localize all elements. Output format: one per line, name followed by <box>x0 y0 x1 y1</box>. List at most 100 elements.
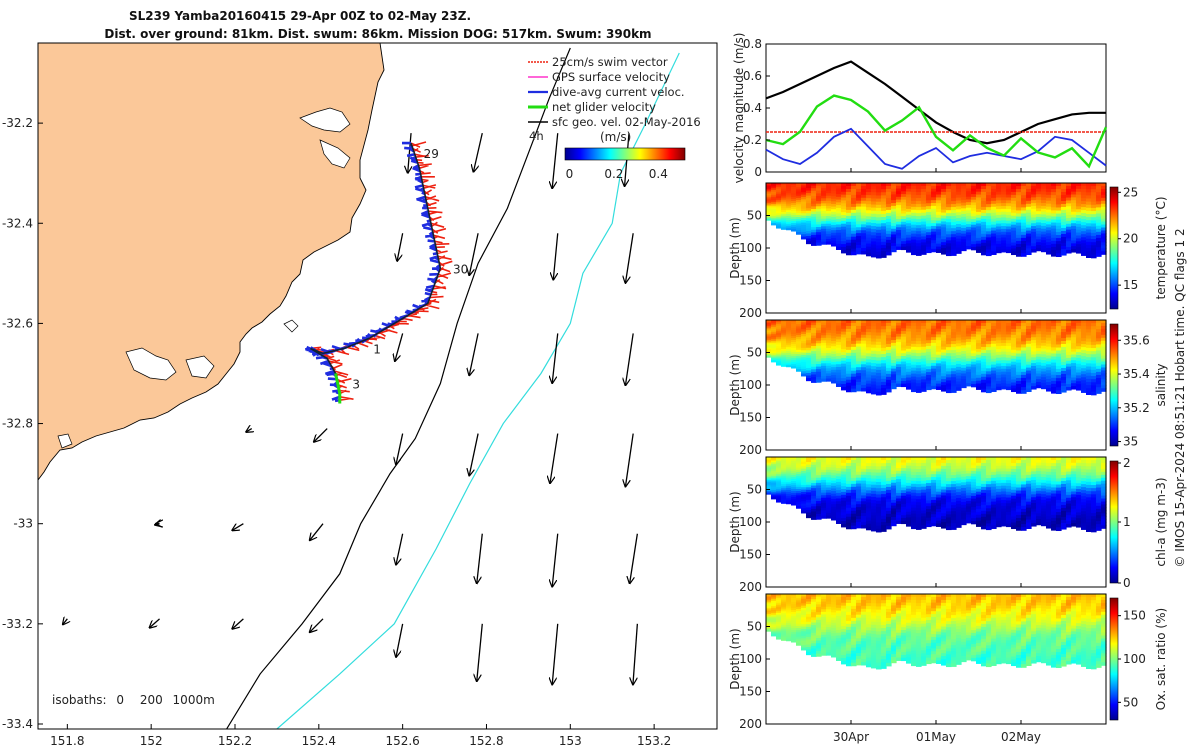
profile-cell <box>906 468 912 472</box>
profile-cell <box>981 334 987 339</box>
profile-cell <box>971 507 977 511</box>
profile-cell <box>861 519 867 523</box>
profile-cell <box>961 479 967 483</box>
profile-cell <box>1046 492 1052 497</box>
profile-cell <box>846 188 852 193</box>
profile-cell <box>1061 239 1067 244</box>
profile-cell <box>1046 212 1052 217</box>
profile-cell <box>881 478 887 483</box>
profile-cell <box>796 474 802 477</box>
profile-cell <box>786 208 792 211</box>
profile-cell <box>836 479 842 483</box>
profile-cell <box>876 513 882 517</box>
profile-cell <box>1021 231 1027 236</box>
profile-cell <box>816 462 822 466</box>
profile-cell <box>1081 481 1087 485</box>
profile-cell <box>781 362 787 365</box>
profile-cell <box>881 198 887 203</box>
profile-cell <box>1091 186 1097 190</box>
profile-cell <box>971 205 977 209</box>
profile-cell <box>1011 322 1017 327</box>
profile-cell <box>1066 471 1072 476</box>
profile-cell <box>766 198 772 201</box>
profile-cell <box>1011 239 1017 244</box>
profile-cell <box>1056 463 1062 467</box>
profile-cell <box>1046 498 1052 502</box>
profile-cell <box>956 358 962 362</box>
profile-cell <box>931 208 937 213</box>
profile-cell <box>896 459 902 464</box>
profile-cell <box>796 476 802 479</box>
profile-cell <box>1086 201 1092 206</box>
profile-cell <box>951 359 957 363</box>
profile-cell <box>836 199 842 203</box>
profile-cell <box>776 485 782 488</box>
profile-cell <box>1041 368 1047 373</box>
profile-cell <box>1051 210 1057 215</box>
profile-cell <box>921 230 927 235</box>
profile-cell <box>1076 369 1082 374</box>
velocity-ytick-label: 0.6 <box>743 69 762 83</box>
profile-cell <box>831 333 837 337</box>
profile-cell <box>1001 228 1007 233</box>
profile-cell <box>891 340 897 344</box>
profile-cell <box>766 323 772 326</box>
profile-cell <box>1031 228 1037 233</box>
profile-cell <box>781 198 787 201</box>
profile-cell <box>1071 482 1077 487</box>
profile-cell <box>981 510 987 515</box>
profile-cell <box>951 368 957 372</box>
profile-cell <box>996 514 1002 519</box>
profile-cell <box>916 329 922 333</box>
profile-cell <box>831 480 837 484</box>
profile-cell <box>861 352 867 357</box>
profile-cell <box>846 457 852 461</box>
profile-cell <box>1041 502 1047 507</box>
profile-cell <box>926 238 932 242</box>
profile-cell <box>1086 229 1092 234</box>
profile-cell <box>801 215 807 219</box>
profile-cell <box>891 360 897 364</box>
profile-cell <box>956 337 962 342</box>
profile-cell <box>1086 357 1092 361</box>
profile-cell <box>856 185 862 190</box>
profile-cell <box>976 220 982 225</box>
profile-cell <box>1006 509 1012 513</box>
profile-cell <box>1066 247 1072 251</box>
estuary <box>299 107 351 133</box>
profile-cell <box>921 215 927 220</box>
profile-cell <box>806 482 812 486</box>
profile-cell <box>1016 183 1022 187</box>
profile-cell <box>861 337 867 342</box>
profile-cell <box>951 499 957 503</box>
profile-cell <box>776 357 782 360</box>
profile-cell <box>931 380 937 384</box>
profile-cell <box>941 522 947 526</box>
profile-cell <box>846 382 852 387</box>
profile-cell <box>1056 372 1062 376</box>
track-day-label: 30 <box>453 262 468 276</box>
profile-cell <box>841 235 847 239</box>
profile-cell <box>801 501 807 505</box>
profile-cell <box>971 342 977 346</box>
profile-cell <box>841 246 847 251</box>
profile-cell <box>1026 236 1032 241</box>
profile-cell <box>1001 491 1007 495</box>
profile-cell <box>931 511 937 515</box>
profile-cell <box>941 358 947 363</box>
profile-cell <box>1031 185 1037 190</box>
profile-cell <box>1051 240 1057 245</box>
profile-cell <box>936 386 942 390</box>
profile-cell <box>961 359 967 363</box>
profile-cell <box>866 475 872 479</box>
profile-cell <box>886 379 892 384</box>
profile-cell <box>956 238 962 243</box>
profile-cell <box>951 371 957 375</box>
profile-cell <box>776 494 782 497</box>
profile-cell <box>911 352 917 357</box>
profile-cell <box>861 495 867 499</box>
profile-cell <box>976 366 982 370</box>
profile-cell <box>1066 384 1072 388</box>
profile-cell <box>791 337 797 341</box>
profile-cell <box>1021 365 1027 370</box>
